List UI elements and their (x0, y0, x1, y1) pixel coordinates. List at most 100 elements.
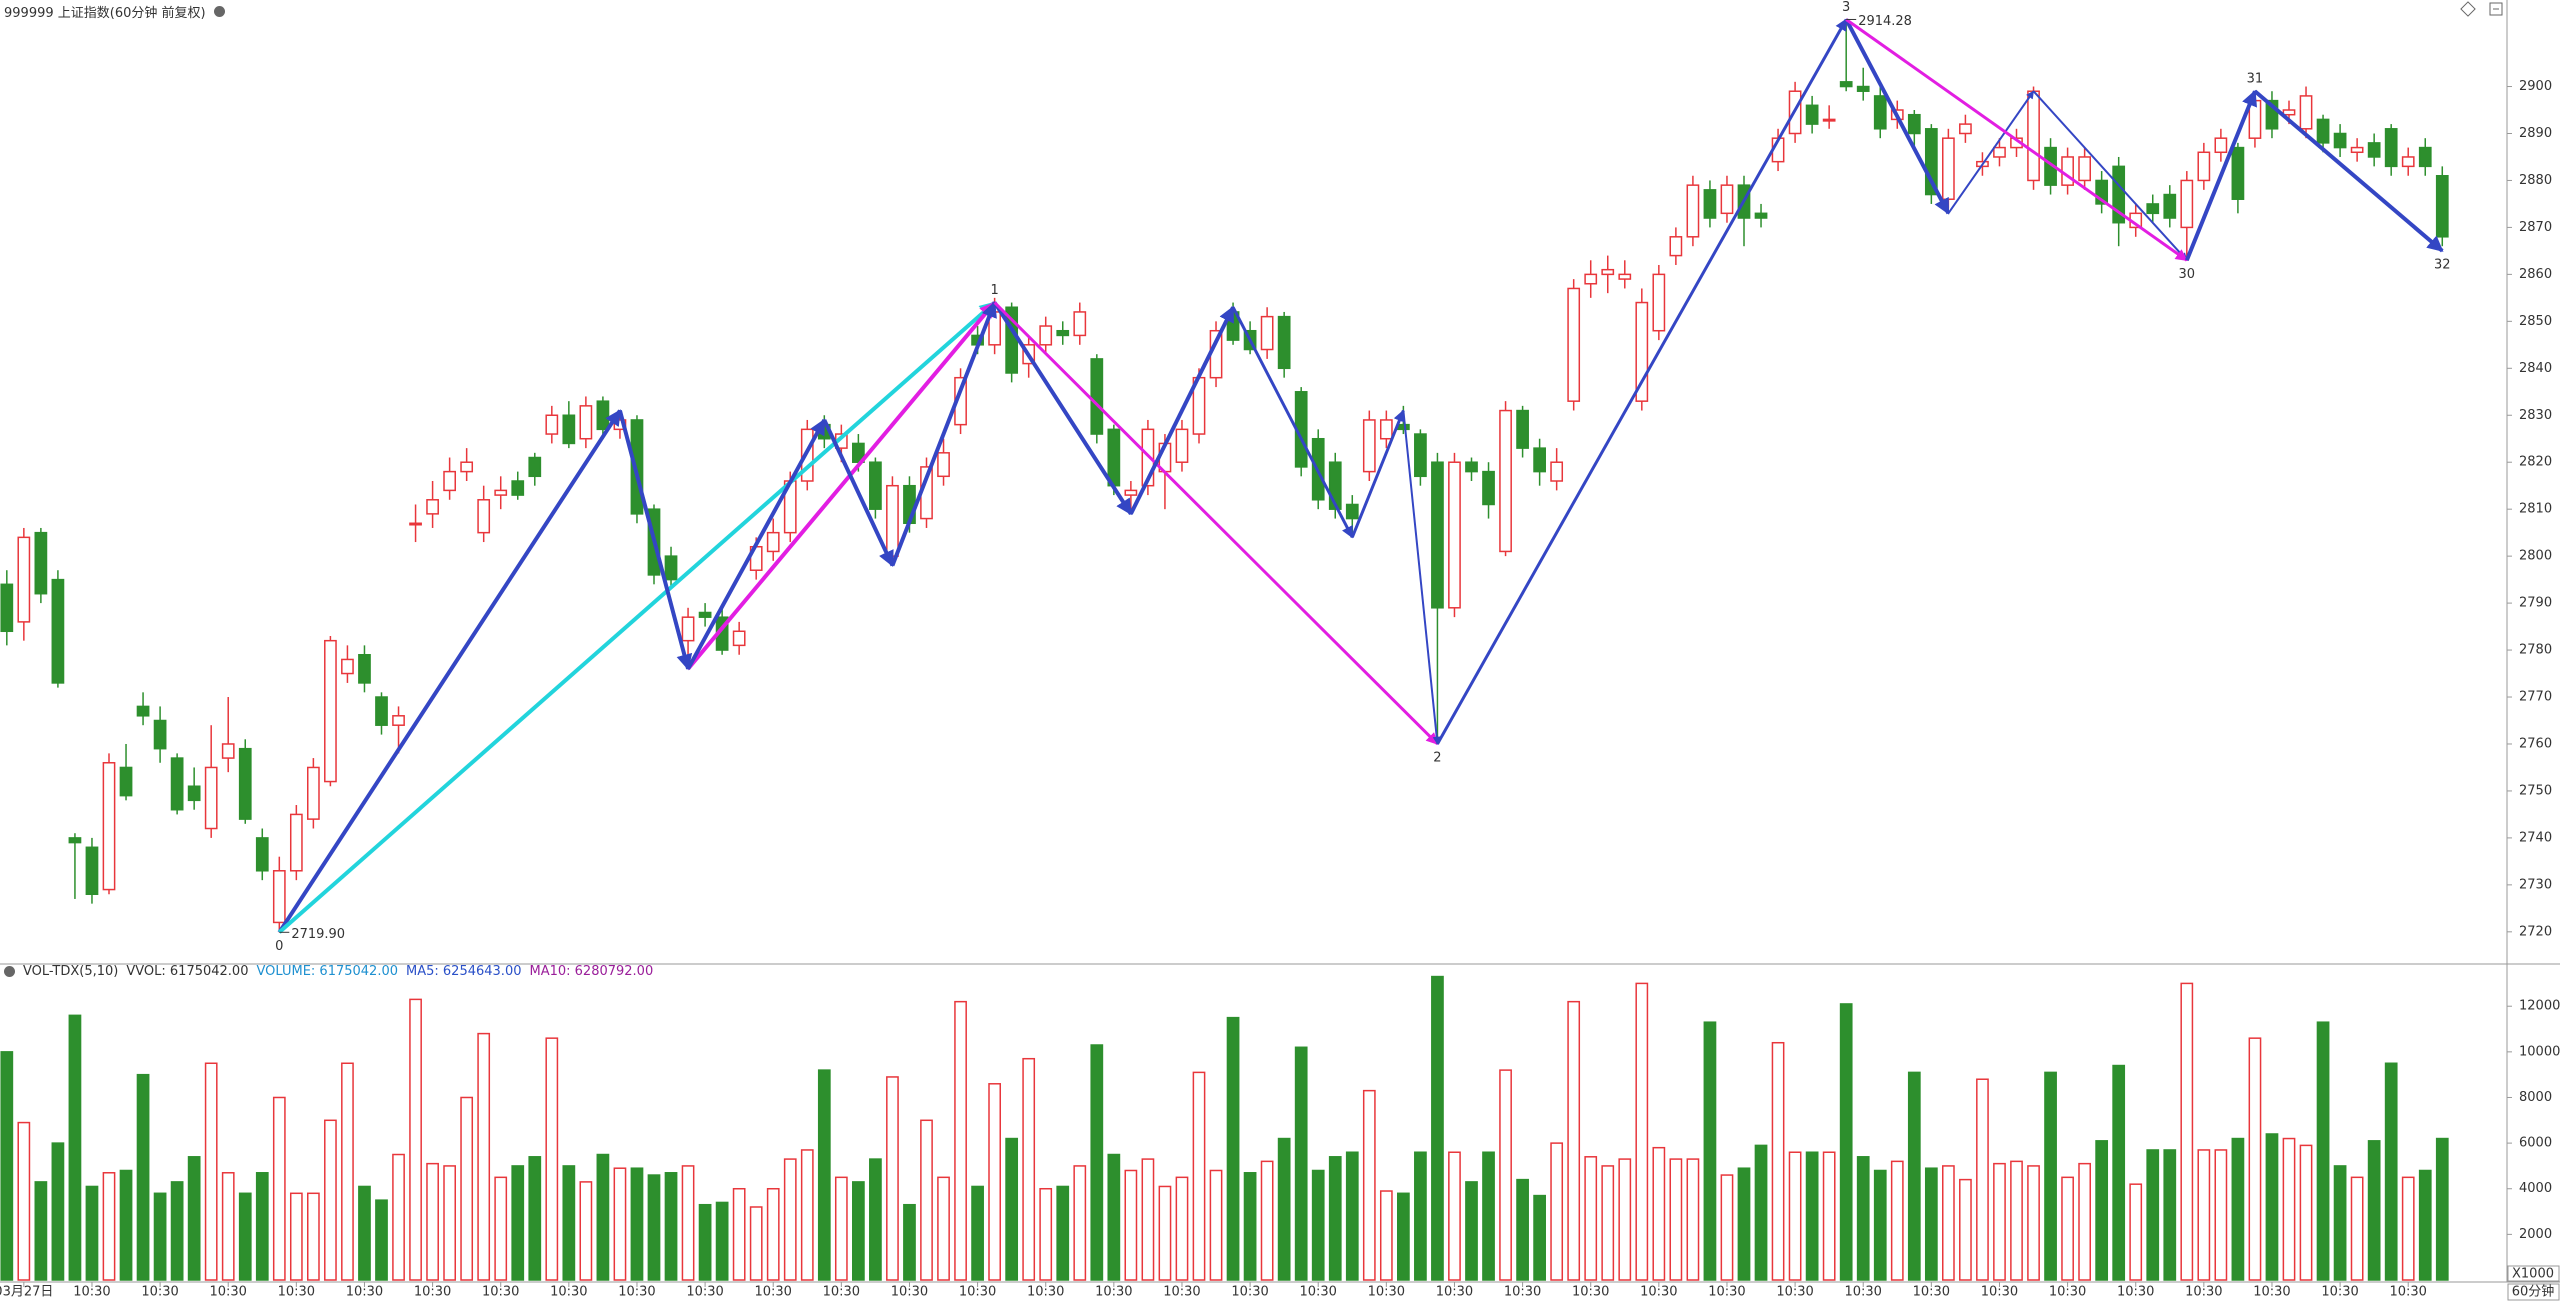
candle-body (1635, 301, 1649, 402)
y-tick-label: 2840 (2519, 361, 2552, 376)
candle-body (1533, 447, 1546, 473)
legend-entry: MA10: 6280792.00 (529, 964, 654, 979)
zigzag-stroke (277, 301, 996, 934)
zigzag-stroke (1436, 18, 1848, 745)
candle-body (1516, 409, 1529, 449)
candle-body (2180, 179, 2194, 229)
candle-body (562, 414, 576, 445)
candle-body (51, 578, 65, 684)
candle-body (2214, 137, 2228, 154)
candle-body (255, 837, 269, 872)
candle-body (1465, 461, 1478, 473)
candle-body (1362, 419, 1376, 473)
y-tick-label: 2830 (2519, 408, 2552, 423)
x-tick-label: 10:30 (2389, 1285, 2426, 1300)
pivot-label: 32 (2434, 257, 2451, 272)
candle-body (409, 522, 422, 526)
volume-bar (187, 1156, 201, 1281)
volume-menu-icon[interactable] (4, 966, 15, 977)
candle-body (1431, 461, 1444, 609)
volume-bar (17, 1121, 31, 1281)
candle-body (1328, 461, 1342, 510)
volume-bar (153, 1192, 167, 1281)
candle-body (153, 719, 167, 750)
candle-body (307, 766, 320, 820)
candle-body (119, 766, 133, 797)
volume-bar (698, 1203, 712, 1281)
volume-bar (238, 1192, 252, 1281)
y-tick-label: 2890 (2519, 126, 2552, 141)
chart-header: 999999 上证指数(60分钟 前复权) (4, 2, 225, 21)
volume-bar (800, 1149, 814, 1281)
period-box (2507, 1283, 2560, 1301)
x-tick-label: 10:30 (2185, 1285, 2222, 1300)
volume-bar (102, 1172, 116, 1281)
candle-body (1141, 428, 1155, 487)
volume-bar (2010, 1160, 2023, 1281)
volume-bar (630, 1167, 644, 1281)
zigzag-stroke (1129, 305, 1235, 515)
volume-bar (2435, 1137, 2449, 1281)
x-tick-label: 10:30 (1299, 1285, 1336, 1300)
y-tick-label: 2000 (2519, 1227, 2552, 1242)
volume-bar (204, 1062, 218, 1281)
zigzag-stroke (618, 410, 693, 671)
volume-bar (2180, 982, 2194, 1281)
x-tick-label: 10:30 (2117, 1285, 2154, 1300)
candle-body (528, 456, 542, 478)
y-tick-label: 2790 (2519, 596, 2552, 611)
x-tick-label: 10:30 (73, 1285, 110, 1300)
x-tick-label: 10:30 (1913, 1285, 1950, 1300)
volume-bar (852, 1181, 865, 1281)
volume-bar (869, 1158, 882, 1281)
axes: 2720 2730 2740 2750 2760 2770 2780 2790 2800 2810… (0, 79, 2560, 1301)
unit-label: X1000 (2512, 1267, 2554, 1282)
legend-entry: MA5: 6254643.00 (406, 964, 522, 979)
panel-icon[interactable] (2489, 2, 2503, 16)
candle-body (392, 715, 405, 726)
candle-body (698, 611, 712, 618)
volume-bar (1976, 1078, 1989, 1281)
candle-body (2231, 146, 2245, 200)
candle-body (170, 757, 184, 811)
volume-bar (1856, 1156, 1870, 1281)
volume-bar (817, 1069, 831, 1281)
volume-bar (136, 1073, 150, 1281)
volume-bar (2129, 1183, 2143, 1281)
diamond-icon[interactable] (2460, 1, 2476, 17)
volume-bar (1379, 1190, 1393, 1281)
y-tick-label: 2820 (2519, 455, 2552, 470)
y-tick-label: 2730 (2519, 877, 2552, 892)
legend-entry: VOLUME: 6175042.00 (256, 964, 399, 979)
volume-bar (1107, 1153, 1121, 1281)
zigzag-stroke (2184, 89, 2257, 262)
candle-body (34, 531, 48, 595)
candle-body (2112, 165, 2126, 224)
extreme-label: 2719.90 (291, 927, 345, 942)
volume-bar (1703, 1021, 1717, 1281)
volume-bar (1345, 1151, 1359, 1281)
x-tick-label: 10:30 (823, 1285, 860, 1300)
x-tick-label: 10:30 (1436, 1285, 1473, 1300)
volume-bar (477, 1032, 491, 1281)
volume-bar (0, 1051, 14, 1281)
zigzag-stroke (686, 301, 997, 671)
volume-bar (2027, 1165, 2040, 1281)
x-tick-label: 10:30 (618, 1285, 655, 1300)
volume-bar (1056, 1185, 1070, 1281)
x-tick-label: 10:30 (2049, 1285, 2086, 1300)
candle-body (1924, 128, 1938, 196)
volume-bar (732, 1187, 746, 1281)
candle-body (1550, 461, 1564, 482)
x-tick-label: 10:30 (2321, 1285, 2358, 1300)
volume-bar (51, 1142, 65, 1281)
candle-body (2095, 179, 2109, 205)
x-tick-label: 10:30 (2253, 1285, 2290, 1300)
header-menu-icon[interactable] (213, 6, 225, 17)
x-tick-label: 10:30 (209, 1285, 246, 1300)
candle-body (1039, 325, 1053, 346)
volume-bar (375, 1199, 388, 1281)
volume-bar (511, 1165, 525, 1281)
candle-body (1277, 315, 1291, 370)
